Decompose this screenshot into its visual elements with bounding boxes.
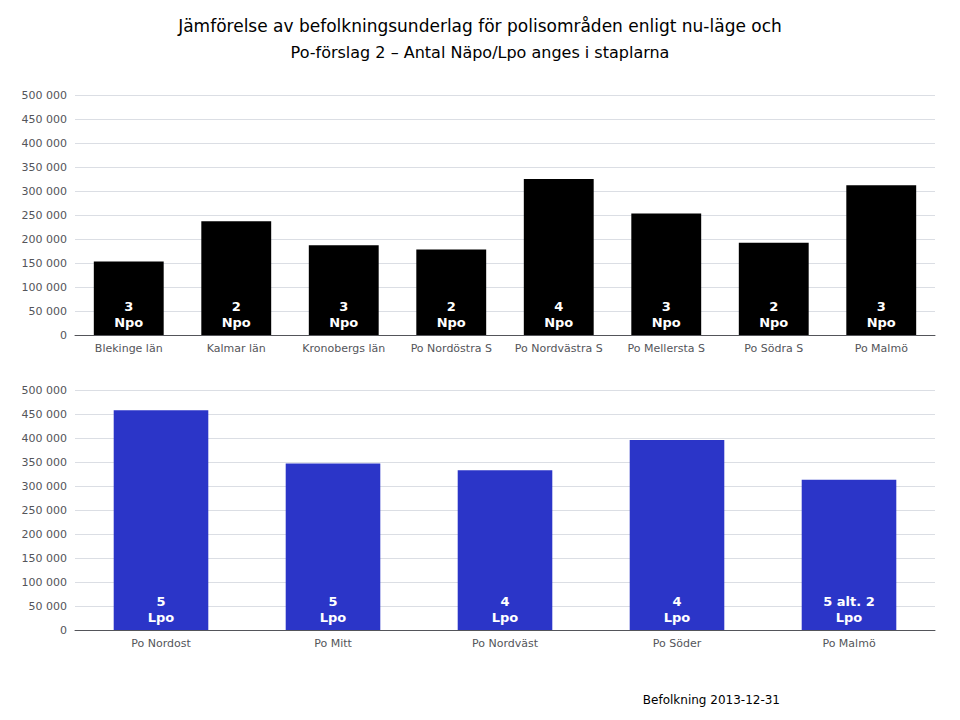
svg-text:Po Nordost: Po Nordost: [131, 637, 191, 650]
svg-text:300 000: 300 000: [22, 480, 68, 493]
svg-text:400 000: 400 000: [22, 432, 68, 445]
svg-text:350 000: 350 000: [22, 456, 68, 469]
svg-text:Kronobergs län: Kronobergs län: [302, 342, 385, 355]
svg-text:0: 0: [60, 329, 67, 342]
svg-text:Npo: Npo: [114, 315, 143, 330]
svg-text:Jämförelse av befolkningsunder: Jämförelse av befolkningsunderlag för po…: [177, 16, 782, 36]
svg-text:150 000: 150 000: [22, 257, 68, 270]
svg-text:Npo: Npo: [759, 315, 788, 330]
svg-text:Po Nordväst: Po Nordväst: [472, 637, 539, 650]
svg-text:Lpo: Lpo: [320, 610, 347, 625]
svg-text:200 000: 200 000: [22, 528, 68, 541]
svg-text:Po Malmö: Po Malmö: [822, 637, 875, 650]
svg-text:Po Nordöstra S: Po Nordöstra S: [411, 342, 492, 355]
svg-text:Po Söder: Po Söder: [653, 637, 702, 650]
svg-text:Npo: Npo: [544, 315, 573, 330]
svg-text:3: 3: [124, 299, 133, 314]
svg-text:Po Södra S: Po Södra S: [744, 342, 803, 355]
svg-text:3: 3: [877, 299, 886, 314]
svg-text:Po Mitt: Po Mitt: [314, 637, 352, 650]
svg-text:300 000: 300 000: [22, 185, 68, 198]
svg-text:5 alt. 2: 5 alt. 2: [823, 594, 875, 609]
svg-text:Kalmar län: Kalmar län: [207, 342, 266, 355]
svg-text:250 000: 250 000: [22, 504, 68, 517]
svg-text:Lpo: Lpo: [492, 610, 519, 625]
svg-text:Lpo: Lpo: [836, 610, 863, 625]
svg-text:3: 3: [339, 299, 348, 314]
svg-text:500 000: 500 000: [22, 89, 68, 102]
svg-text:3: 3: [662, 299, 671, 314]
svg-text:350 000: 350 000: [22, 161, 68, 174]
svg-text:200 000: 200 000: [22, 233, 68, 246]
svg-text:Po Malmö: Po Malmö: [855, 342, 908, 355]
svg-text:2: 2: [769, 299, 778, 314]
svg-text:2: 2: [447, 299, 456, 314]
svg-text:5: 5: [156, 594, 165, 609]
svg-text:4: 4: [500, 594, 509, 609]
svg-text:Npo: Npo: [329, 315, 358, 330]
svg-text:Befolkning 2013-12-31: Befolkning 2013-12-31: [643, 693, 780, 707]
svg-text:500 000: 500 000: [22, 384, 68, 397]
svg-text:Po-förslag 2 – Antal Näpo/Lpo: Po-förslag 2 – Antal Näpo/Lpo anges i st…: [291, 43, 670, 62]
svg-text:250 000: 250 000: [22, 209, 68, 222]
svg-text:100 000: 100 000: [22, 281, 68, 294]
svg-text:Lpo: Lpo: [148, 610, 175, 625]
svg-text:4: 4: [672, 594, 681, 609]
svg-text:450 000: 450 000: [22, 408, 68, 421]
svg-text:150 000: 150 000: [22, 552, 68, 565]
svg-text:Po Mellersta S: Po Mellersta S: [628, 342, 705, 355]
svg-text:0: 0: [60, 624, 67, 637]
svg-text:4: 4: [554, 299, 563, 314]
svg-text:5: 5: [328, 594, 337, 609]
svg-text:Po Nordvästra S: Po Nordvästra S: [515, 342, 603, 355]
svg-text:50 000: 50 000: [29, 305, 68, 318]
svg-text:Blekinge län: Blekinge län: [95, 342, 163, 355]
svg-text:Npo: Npo: [437, 315, 466, 330]
svg-text:400 000: 400 000: [22, 137, 68, 150]
svg-text:450 000: 450 000: [22, 113, 68, 126]
svg-text:100 000: 100 000: [22, 576, 68, 589]
svg-text:Lpo: Lpo: [664, 610, 691, 625]
svg-text:Npo: Npo: [867, 315, 896, 330]
svg-text:Npo: Npo: [222, 315, 251, 330]
svg-text:Npo: Npo: [652, 315, 681, 330]
svg-text:50 000: 50 000: [29, 600, 68, 613]
svg-text:2: 2: [232, 299, 241, 314]
